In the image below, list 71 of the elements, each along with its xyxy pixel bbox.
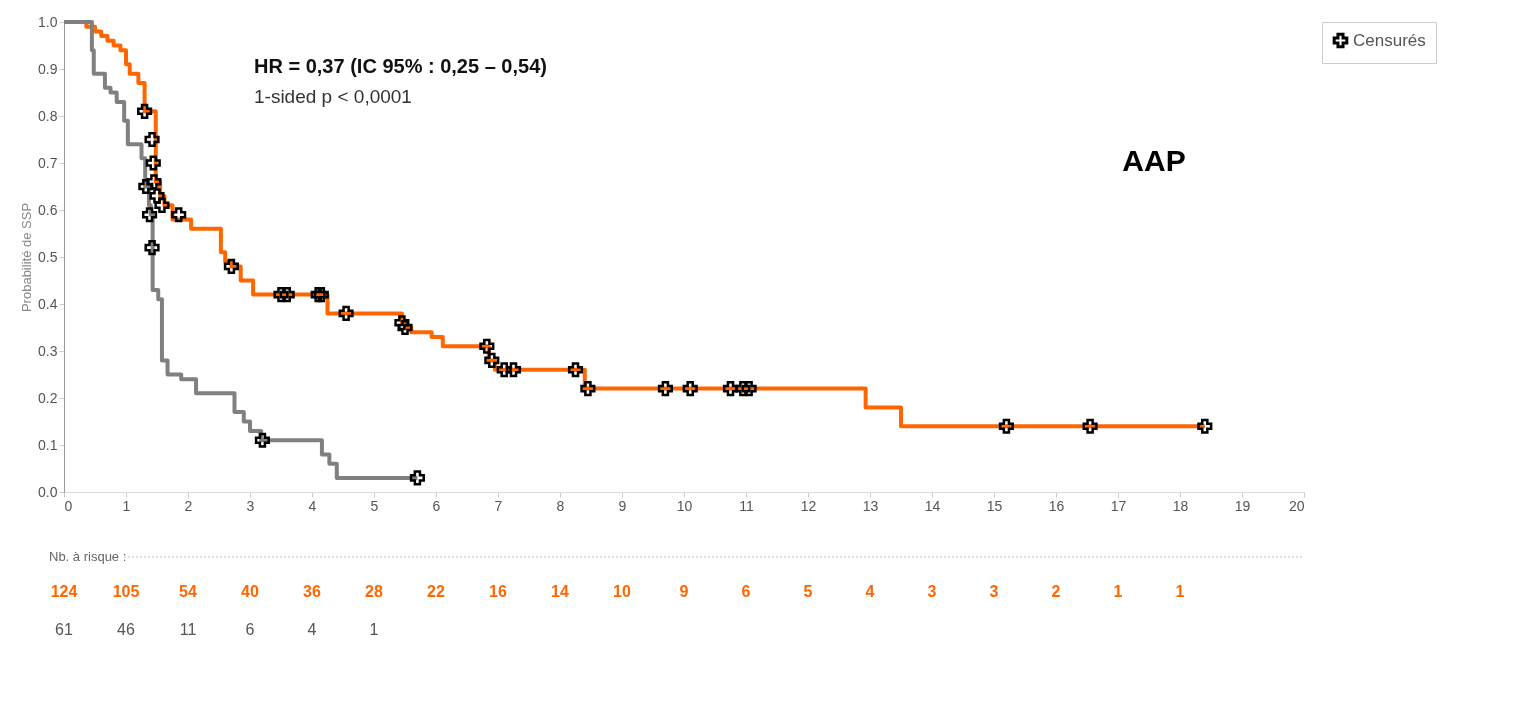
text: Nb. à risque : [49,549,127,564]
point [741,381,757,397]
point [144,131,160,148]
point [735,381,751,397]
x-tick-label: 5 [370,497,379,514]
point [137,103,153,119]
y-tick-label: 0.4 [38,295,58,312]
x-tick-label: 12 [800,497,817,514]
y-axis-title: Probabilité de SSP [19,202,35,313]
point [496,362,512,378]
point [1082,418,1098,434]
x-tick-label: 3 [246,497,255,514]
x-tick-label: 10 [676,497,693,514]
point [998,418,1014,434]
point [505,362,522,378]
y-tick-label: 0.7 [38,154,58,171]
x-tick-label: 14 [924,497,941,514]
y-tick-label: 0.9 [38,60,58,77]
point [409,470,425,486]
point [145,155,161,171]
x-tick-label: 17 [1110,497,1127,514]
y-tick-label: 0.6 [38,201,58,218]
y-tick-label: 0.1 [38,436,58,453]
point [397,319,413,336]
point [141,207,158,223]
x-tick-label: 2 [184,497,193,514]
x-tick-label: 9 [618,497,627,514]
point [149,188,165,204]
point [657,381,673,397]
x-tick-label: 6 [432,497,441,514]
point [479,338,495,354]
x-tick-label: 19 [1234,497,1251,514]
x-tick-label: 1 [122,497,131,514]
annotation: HR = 0,37 (IC 95% : 0,25 – 0,54) [254,55,547,77]
annotation: AAP [1122,144,1186,177]
point [394,315,410,331]
y-tick-label: 0.2 [38,389,58,406]
point [154,197,170,213]
point [682,381,698,397]
x-tick-label: 4 [308,497,317,514]
y-tick-label: 0.5 [38,248,58,265]
x-tick-label: 11 [739,497,754,514]
point [279,287,295,303]
point [338,305,354,321]
x-tick-label: 13 [862,497,879,514]
point [171,207,187,223]
x-tick-label: 18 [1172,497,1189,514]
point [254,432,270,448]
text: 124 105 54 40 36 28 22 16 14 10 9 6 5 4 3 3 2 1 1 [50,583,1185,600]
annotation: 1-sided p < 0,0001 [254,86,412,107]
point [223,258,239,274]
y-tick-label: 0.3 [38,342,58,359]
legend-label: Censurés [1353,30,1426,50]
point [1197,418,1213,434]
point [146,174,162,190]
x-tick-label: 7 [494,497,503,514]
point [567,362,584,378]
x-tick-label: 15 [986,497,1003,514]
y-tick-label: 0.0 [38,483,58,500]
point [273,287,289,303]
x-tick-label: 20 [1288,497,1305,514]
x-tick-label: 0 [64,497,73,514]
text: 61 46 11 6 4 1 [55,621,379,638]
y-tick-label: 0.8 [38,107,58,124]
point [484,352,500,368]
point [144,240,160,256]
x-tick-label: 8 [556,497,565,514]
point [580,381,596,397]
y-tick-label: 1.0 [38,13,58,30]
point [138,178,154,195]
x-tick-label: 16 [1048,497,1065,514]
